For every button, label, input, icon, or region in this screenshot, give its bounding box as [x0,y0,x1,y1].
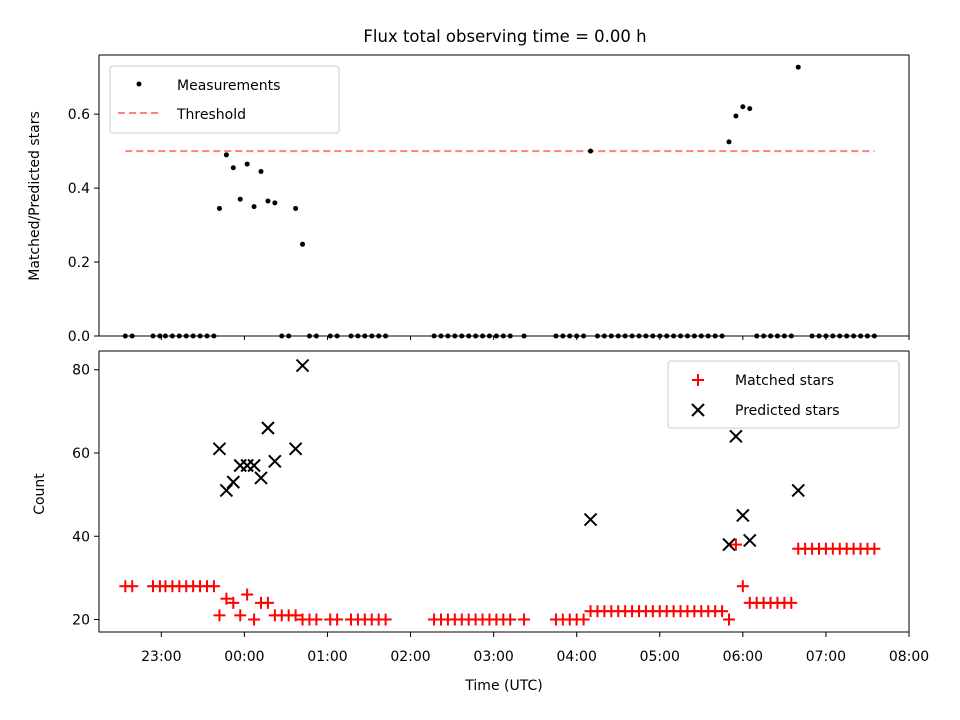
y-tick-label: 40 [72,529,90,545]
predicted-star-marker [226,475,241,489]
measurement-point [733,113,739,119]
top-legend: Measurements Threshold [109,65,340,134]
x-tick-label: 00:00 [224,649,264,665]
bottom-plot-area [119,358,881,626]
measurement-point [258,168,264,174]
legend-marker-predicted [691,403,705,417]
matched-star-marker [227,596,240,609]
y-tick-label: 0.2 [68,255,90,271]
measurement-point [740,104,746,110]
legend-label-threshold: Threshold [176,107,246,123]
measurement-point [747,106,753,112]
matched-star-marker [729,538,742,551]
measurement-point [272,200,278,206]
y-tick-label: 0.4 [68,181,90,197]
matched-star-marker [248,613,261,626]
matched-star-marker [207,580,220,593]
matched-star-marker [220,592,233,605]
matched-star-marker [241,588,254,601]
y-tick-label: 0.0 [68,329,90,345]
predicted-star-marker [583,512,598,527]
measurement-point [216,205,222,211]
top-y-ticks: 0.0 0.2 0.4 0.6 [68,107,99,345]
matched-star-marker [126,580,139,593]
x-axis-label: Time (UTC) [464,678,542,694]
matched-star-marker [213,609,226,622]
x-tick-label: 05:00 [640,649,680,665]
measurement-point [726,139,732,145]
matched-star-marker [518,613,531,626]
top-x-ticks [160,336,910,340]
matched-star-marker [331,613,344,626]
matched-star-marker [723,613,735,626]
legend-marker-measurements [136,81,142,87]
predicted-star-marker [736,508,750,523]
bottom-axes-frame [98,350,910,633]
bottom-x-ticks: 23:00 00:00 01:00 02:00 03:00 04:00 05:00 06:00… [141,632,929,665]
legend-label-measurements: Measurements [177,78,280,94]
x-tick-label: 06:00 [723,649,763,665]
predicted-star-marker [233,458,247,473]
matched-star-marker [785,596,798,609]
legend-marker-matched [692,374,704,386]
x-tick-label: 04:00 [557,649,597,665]
bottom-legend-box [667,360,900,429]
predicted-star-marker [240,458,254,473]
predicted-star-marker [254,471,268,485]
measurement-point [244,161,250,167]
top-panel: Flux total observing time = 0.00 h 0.00.… [27,27,910,345]
matched-star-marker [504,613,517,626]
predicted-star-marker [212,442,227,456]
predicted-star-marker [295,358,310,373]
x-tick-label: 08:00 [889,649,929,665]
predicted-star-marker [743,533,757,548]
measurement-point [237,196,243,202]
x-tick-label: 02:00 [390,649,430,665]
matched-star-marker [736,580,749,593]
measurement-point [265,198,271,204]
x-tick-label: 03:00 [473,649,513,665]
y-tick-label: 80 [72,363,90,379]
predicted-star-marker [268,454,282,469]
bottom-panel: 20 40 60 80 23:00 00:00 01:00 02:00 03:00 04:00 0… [32,350,929,694]
top-axes-frame [98,54,910,337]
top-y-axis-label: Matched/Predicted stars [27,111,43,281]
predicted-star-marker [729,429,743,444]
predicted-star-marker [261,421,275,435]
matched-star-marker [310,613,323,626]
predicted-star-marker [288,442,303,456]
chart-title: Flux total observing time = 0.00 h [363,27,646,46]
predicted-star-marker [247,458,261,473]
measurement-point [251,204,257,210]
top-legend-box [109,65,340,134]
y-tick-label: 0.6 [68,107,90,123]
bottom-legend: Matched stars Predicted stars [667,360,900,429]
measurement-point [230,165,236,171]
bottom-y-ticks: 20 40 60 80 [72,363,99,629]
x-tick-label: 07:00 [806,649,846,665]
x-tick-label: 01:00 [307,649,347,665]
measurement-point [223,152,229,158]
measurement-point [588,148,594,154]
matched-star-marker [289,609,302,622]
legend-label-predicted: Predicted stars [735,403,840,419]
y-tick-label: 20 [72,613,90,629]
x-tick-label: 23:00 [141,649,181,665]
y-tick-label: 60 [72,446,90,462]
predicted-star-marker [722,537,736,552]
matched-star-marker [379,613,392,626]
matched-star-marker [234,609,247,622]
matched-star-marker [868,542,881,555]
measurement-point [795,64,801,70]
measurement-point [293,205,299,211]
legend-label-matched: Matched stars [735,373,834,389]
matched-star-marker [261,596,274,609]
predicted-star-marker [791,483,805,498]
matched-star-marker [716,605,729,618]
bottom-y-axis-label: Count [32,473,48,515]
matched-star-marker [577,613,590,626]
measurement-point [300,241,306,247]
